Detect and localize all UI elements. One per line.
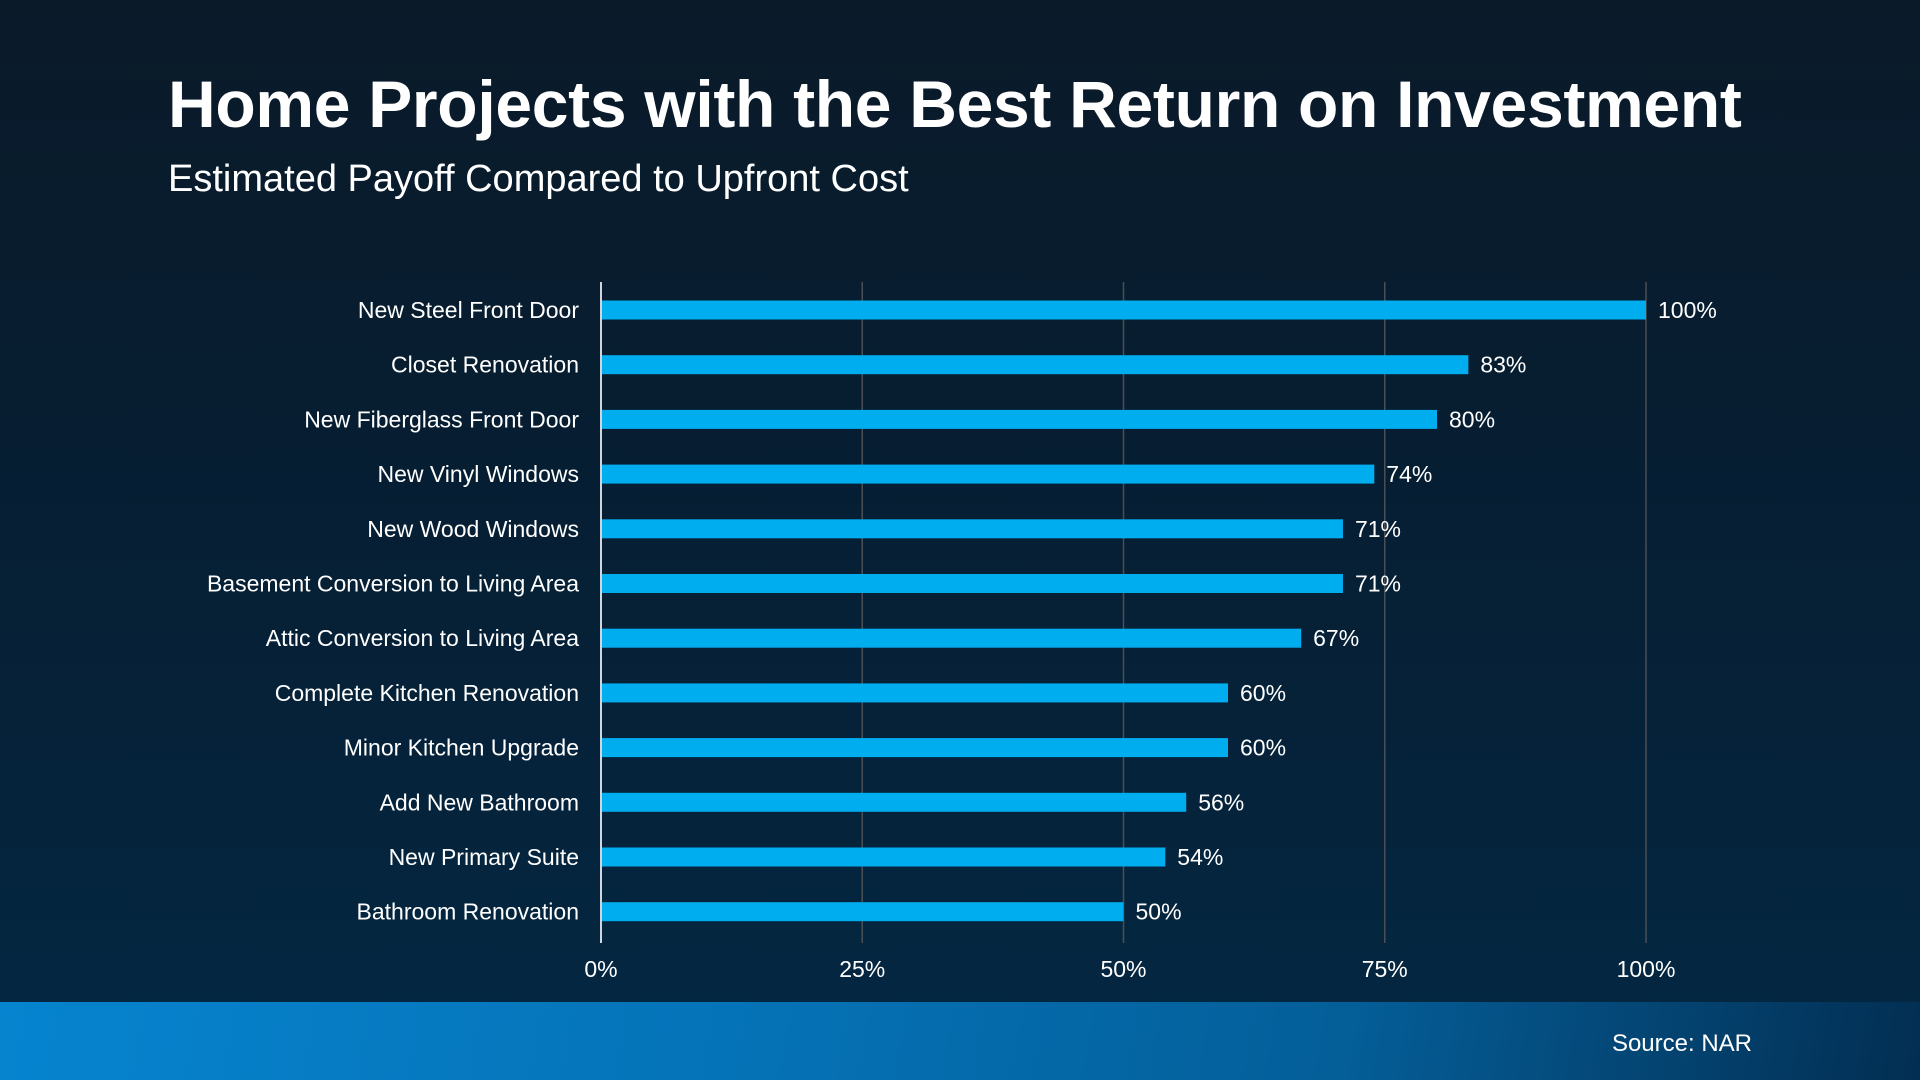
chart-title: Home Projects with the Best Return on In…: [168, 67, 1742, 141]
value-label: 50%: [1136, 899, 1182, 925]
source-label: Source: NAR: [1611, 1030, 1752, 1057]
x-tick-label: 0%: [584, 956, 617, 982]
bar: [602, 574, 1343, 593]
category-label: Minor Kitchen Upgrade: [344, 735, 579, 761]
category-label: New Primary Suite: [389, 844, 579, 870]
value-label: 60%: [1240, 680, 1286, 706]
bar: [602, 792, 1187, 812]
category-label: New Fiberglass Front Door: [304, 406, 579, 432]
bar: [602, 355, 1469, 375]
bar: [602, 409, 1437, 429]
category-label: New Steel Front Door: [358, 297, 579, 323]
value-label: 56%: [1198, 789, 1244, 815]
footer-band: Source: NAR: [0, 1002, 1920, 1080]
value-label: 71%: [1355, 516, 1401, 542]
category-label: Closet Renovation: [391, 352, 579, 378]
value-label: 83%: [1480, 352, 1526, 378]
category-label: New Vinyl Windows: [377, 461, 579, 487]
x-tick-label: 75%: [1362, 956, 1408, 982]
bar: [602, 902, 1124, 922]
category-label: New Wood Windows: [367, 516, 579, 542]
value-label: 74%: [1386, 461, 1432, 487]
x-tick-label: 25%: [839, 956, 885, 982]
category-label: Complete Kitchen Renovation: [275, 680, 579, 706]
chart-subtitle: Estimated Payoff Compared to Upfront Cos…: [168, 158, 909, 200]
bar: [602, 738, 1228, 758]
bar-chart: 0% 25% 50% 75% 100% New Steel Front Door 100% C…: [207, 282, 1717, 982]
bar: [602, 683, 1228, 703]
category-label: Add New Bathroom: [380, 789, 579, 815]
category-label: Attic Conversion to Living Area: [266, 625, 579, 651]
value-label: 54%: [1177, 844, 1223, 870]
category-label: Basement Conversion to Living Area: [207, 571, 579, 597]
value-label: 80%: [1449, 406, 1495, 432]
bar: [602, 519, 1343, 539]
x-tick-label: 50%: [1100, 956, 1146, 982]
bar: [602, 300, 1646, 320]
value-label: 71%: [1355, 571, 1401, 597]
bar: [602, 847, 1166, 867]
value-label: 60%: [1240, 735, 1286, 761]
bar: [602, 628, 1302, 648]
bar: [602, 464, 1375, 484]
category-label: Bathroom Renovation: [357, 899, 579, 925]
value-label: 100%: [1658, 297, 1717, 323]
value-label: 67%: [1313, 625, 1359, 651]
x-tick-label: 100%: [1617, 956, 1676, 982]
